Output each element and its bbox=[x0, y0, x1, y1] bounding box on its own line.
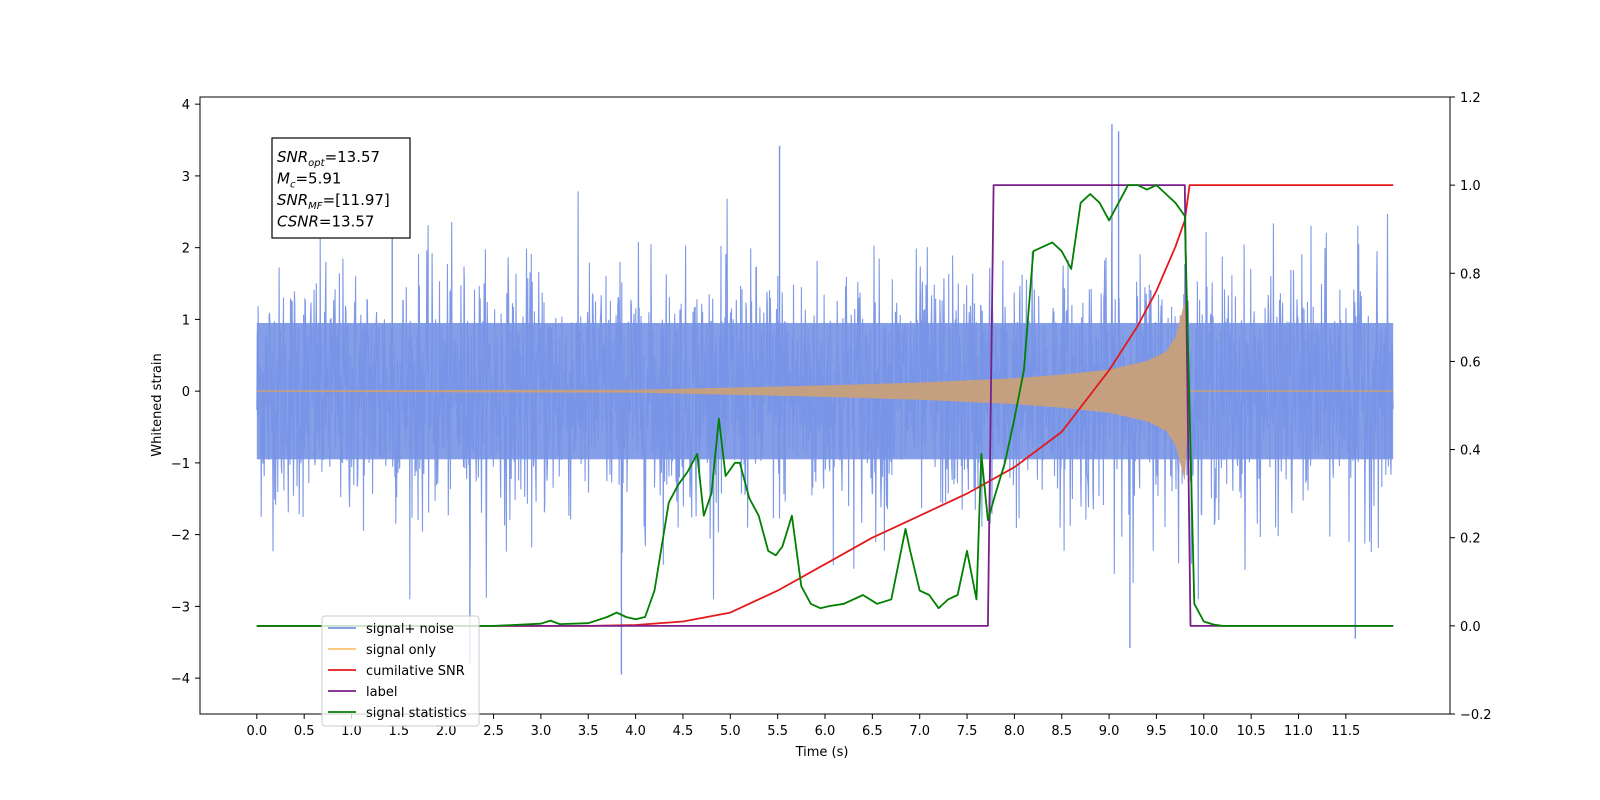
y-left-tick-label: −2 bbox=[171, 529, 190, 544]
y-left-tick-label: 2 bbox=[182, 242, 190, 257]
y-right-tick-label: −0.2 bbox=[1460, 708, 1492, 723]
x-tick-label: 1.0 bbox=[341, 724, 362, 739]
x-tick-label: 6.0 bbox=[815, 724, 836, 739]
y-axis-label: Whitened strain bbox=[150, 353, 165, 456]
x-tick-label: 4.5 bbox=[673, 724, 694, 739]
y-left-tick-label: 1 bbox=[182, 313, 190, 328]
annotation-frame bbox=[271, 137, 411, 239]
y-right-tick-label: 0.0 bbox=[1460, 620, 1481, 635]
annotation-line: Mc=5.91 bbox=[277, 170, 341, 191]
y-right-tick-label: 0.8 bbox=[1460, 267, 1481, 282]
x-tick-label: 3.5 bbox=[578, 724, 599, 739]
x-tick-label: 11.0 bbox=[1284, 724, 1313, 739]
legend-label: signal+ noise bbox=[366, 622, 454, 637]
legend-label: cumilative SNR bbox=[366, 664, 465, 679]
x-tick-label: 2.0 bbox=[436, 724, 457, 739]
cumilative-snr-line bbox=[256, 184, 1394, 627]
x-tick-label: 7.0 bbox=[909, 724, 930, 739]
legend-frame bbox=[321, 615, 480, 727]
signal-only-envelope bbox=[256, 301, 1394, 481]
x-tick-label: 5.0 bbox=[720, 724, 741, 739]
x-tick-label: 5.5 bbox=[767, 724, 788, 739]
y-left-tick-label: 4 bbox=[182, 98, 190, 113]
y-left-tick-label: 3 bbox=[182, 170, 190, 185]
signal-statistics-line bbox=[256, 184, 1394, 627]
x-tick-label: 9.0 bbox=[1099, 724, 1120, 739]
x-tick-label: 2.5 bbox=[483, 724, 504, 739]
x-tick-label: 1.5 bbox=[389, 724, 410, 739]
y-axis-right: −0.2 0.0 0.2 0.4 0.6 0.8 1.0 1.2 bbox=[1450, 91, 1492, 723]
legend-label: signal only bbox=[366, 643, 436, 658]
legend: signal+ noise signal only cumilative SNR la… bbox=[321, 615, 480, 727]
right-axis-series bbox=[256, 184, 1394, 627]
y-right-tick-label: 1.2 bbox=[1460, 91, 1481, 106]
x-tick-label: 10.5 bbox=[1237, 724, 1266, 739]
signal-noise-series bbox=[256, 124, 1394, 675]
legend-label: label bbox=[366, 685, 397, 700]
x-tick-label: 4.0 bbox=[625, 724, 646, 739]
legend-label: signal statistics bbox=[366, 706, 467, 721]
x-tick-label: 7.5 bbox=[957, 724, 978, 739]
y-right-tick-label: 0.2 bbox=[1460, 532, 1481, 547]
annotation-line: CSNR=13.57 bbox=[277, 213, 374, 231]
x-tick-label: 9.5 bbox=[1146, 724, 1167, 739]
x-tick-label: 0.0 bbox=[246, 724, 267, 739]
x-tick-label: 8.5 bbox=[1051, 724, 1072, 739]
y-axis-left: −4 −3 −2 −1 0 1 2 3 4 bbox=[171, 98, 200, 687]
y-left-tick-label: 0 bbox=[182, 385, 190, 400]
y-right-tick-label: 0.4 bbox=[1460, 444, 1481, 459]
y-left-tick-label: −3 bbox=[171, 600, 190, 615]
x-tick-label: 3.0 bbox=[531, 724, 552, 739]
x-tick-label: 0.5 bbox=[294, 724, 315, 739]
x-axis-label: Time (s) bbox=[795, 745, 849, 760]
annotation-line: SNRopt=13.57 bbox=[277, 148, 380, 169]
y-left-tick-label: −4 bbox=[171, 672, 190, 687]
x-tick-label: 11.5 bbox=[1331, 724, 1360, 739]
x-tick-label: 8.0 bbox=[1004, 724, 1025, 739]
y-right-tick-label: 1.0 bbox=[1460, 179, 1481, 194]
x-tick-label: 10.0 bbox=[1189, 724, 1218, 739]
stats-annotation-box: SNRopt=13.57Mc=5.91SNRMF=[11.97]CSNR=13.… bbox=[271, 137, 411, 239]
x-tick-label: 6.5 bbox=[862, 724, 883, 739]
y-left-tick-label: −1 bbox=[171, 457, 190, 472]
y-right-tick-label: 0.6 bbox=[1460, 355, 1481, 370]
annotation-line: SNRMF=[11.97] bbox=[277, 191, 390, 212]
signal-only-series bbox=[256, 301, 1394, 481]
